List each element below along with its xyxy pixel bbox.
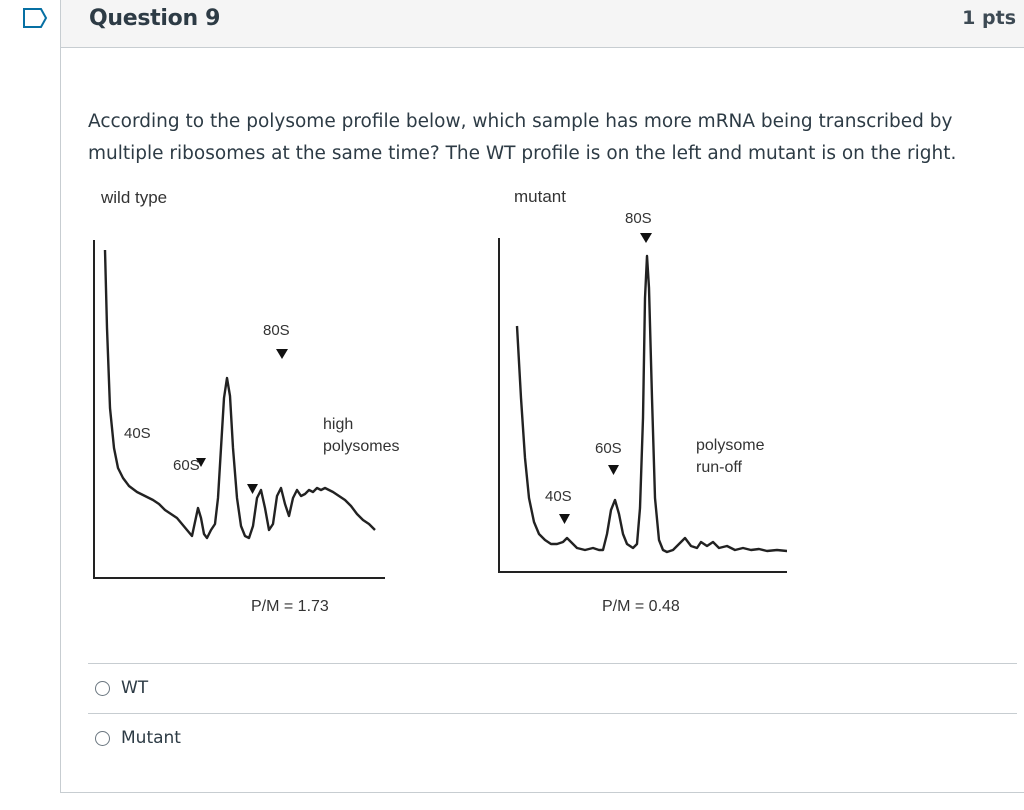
wt-60s-marker-icon: [247, 484, 258, 494]
radio-unchecked-icon[interactable]: [95, 681, 110, 696]
mutant-annotation-line1: polysome: [696, 437, 765, 454]
question-title: Question 9: [89, 6, 221, 31]
answer-label-mutant[interactable]: Mutant: [121, 728, 181, 748]
wt-80s-label: 80S: [263, 322, 290, 339]
polysome-profile-figure: wild type 40S 60S 80S high polysomes P/M…: [87, 178, 809, 628]
wt-40s-marker-icon: [196, 458, 206, 467]
question-header: Question 9 1 pts: [61, 0, 1024, 48]
flag-question-icon[interactable]: [0, 0, 60, 48]
question-text: According to the polysome profile below,…: [88, 111, 957, 164]
wt-40s-label: 40S: [124, 425, 151, 442]
wt-annotation-line2: polysomes: [323, 438, 399, 455]
answer-list: WT Mutant: [88, 663, 1017, 763]
mutant-panel: mutant 40S 60S 80S polysome run-off P/M …: [498, 187, 809, 615]
mutant-ratio: P/M = 0.48: [602, 598, 680, 615]
wild-type-title: wild type: [100, 188, 167, 207]
mutant-annotation-line2: run-off: [696, 459, 743, 476]
mutant-40s-label: 40S: [545, 488, 572, 505]
wt-80s-marker-icon: [276, 349, 288, 359]
mutant-80s-marker-icon: [640, 233, 652, 243]
answer-option-mutant[interactable]: Mutant: [88, 713, 1017, 763]
wild-type-trace: [103, 249, 376, 540]
wt-60s-label: 60S: [173, 457, 200, 474]
answer-label-wt[interactable]: WT: [121, 678, 149, 698]
mutant-trace: [515, 254, 809, 558]
mutant-80s-label: 80S: [625, 210, 652, 227]
question-points: 1 pts: [962, 7, 1016, 29]
wild-type-panel: wild type 40S 60S 80S high polysomes P/M…: [93, 188, 399, 615]
wt-annotation-line1: high: [323, 416, 353, 433]
mutant-title: mutant: [514, 187, 566, 206]
question-card: Question 9 1 pts According to the polyso…: [60, 0, 1024, 793]
wt-ratio: P/M = 1.73: [251, 598, 329, 615]
mutant-40s-marker-icon: [559, 514, 570, 524]
mutant-60s-marker-icon: [608, 465, 619, 475]
mutant-60s-label: 60S: [595, 440, 622, 457]
radio-unchecked-icon[interactable]: [95, 731, 110, 746]
answer-option-wt[interactable]: WT: [88, 663, 1017, 713]
